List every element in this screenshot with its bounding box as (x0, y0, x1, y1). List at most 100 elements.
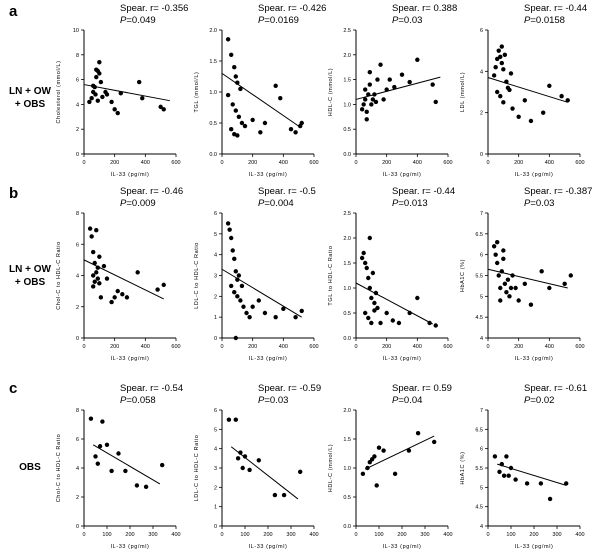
data-point (367, 82, 372, 87)
data-point (366, 315, 371, 321)
x-tick-label: 400 (279, 160, 288, 166)
data-point (541, 110, 546, 115)
data-point (91, 249, 96, 255)
data-point (504, 79, 509, 84)
data-point (256, 458, 261, 463)
x-tick-label: 600 (171, 160, 180, 166)
data-point (506, 473, 511, 478)
x-tick-label: 400 (443, 532, 452, 538)
x-axis-label: IL-33 (pg/ml) (383, 172, 422, 178)
x-axis-label: IL-33 (pg/ml) (111, 356, 150, 362)
data-point (508, 71, 514, 76)
x-tick-label: 0 (220, 532, 223, 538)
data-point (97, 71, 102, 76)
x-tick-label: 200 (382, 344, 391, 350)
data-point (230, 248, 235, 253)
data-point (239, 283, 245, 289)
data-point (492, 454, 498, 459)
y-axis-label: HbA1C (%) (460, 451, 466, 484)
x-axis-label: IL-33 (pg/ml) (249, 356, 288, 362)
x-axis-label: IL-33 (pg/ml) (515, 172, 554, 178)
y-tick-label: 6 (76, 242, 79, 248)
x-tick-label: 100 (240, 532, 249, 538)
y-tick-label: 4 (214, 447, 217, 453)
data-point (109, 299, 114, 305)
data-point (100, 419, 105, 424)
regression-line (221, 72, 299, 127)
regression-line (364, 435, 435, 470)
data-point (406, 448, 412, 453)
scatter-chart: Spear. r= -0.46P=0.009 0 2 4 6 8 0 200 400 600 IL-… (56, 186, 183, 362)
p-value: =0.02 (530, 395, 554, 406)
x-tick-label: 100 (374, 532, 383, 538)
data-point (501, 67, 506, 72)
x-tick-label: 0 (354, 160, 357, 166)
data-point (123, 468, 128, 474)
y-tick-label: 5 (480, 485, 483, 491)
data-point (392, 471, 398, 476)
data-point (100, 94, 105, 100)
chart-title: Spear. r= -0.54 (120, 383, 183, 394)
data-point (124, 295, 130, 300)
data-point (516, 298, 521, 303)
group-label-row-b: LN + OW + OBS (9, 264, 52, 288)
data-point (225, 221, 231, 226)
data-point (87, 99, 92, 105)
data-point (137, 79, 142, 85)
data-point (120, 292, 125, 297)
data-point (244, 310, 249, 316)
data-point (496, 48, 501, 53)
data-point (278, 96, 283, 101)
y-tick-label: 4 (480, 336, 483, 342)
x-axis-label: IL-33 (pg/ml) (383, 544, 422, 550)
data-point (140, 96, 145, 101)
data-point (101, 263, 107, 269)
data-point (233, 108, 238, 113)
p-symbol: P (258, 395, 265, 406)
data-point (89, 96, 94, 101)
data-point (522, 98, 527, 103)
data-point (229, 235, 234, 241)
data-point (240, 465, 245, 471)
y-axis-label: LDL (mmol/L) (460, 72, 466, 112)
data-point (364, 265, 369, 271)
x-tick-label: 200 (397, 532, 406, 538)
data-point (118, 91, 124, 96)
data-point (547, 83, 552, 89)
data-point (361, 250, 366, 256)
data-point (229, 52, 234, 57)
data-point (359, 107, 365, 112)
scatter-chart: Spear. r= -0.44P=0.0158 0 2 4 6 0 200 400 600 IL-… (460, 3, 587, 178)
data-point (508, 285, 514, 291)
x-tick-label: 0 (486, 160, 489, 166)
data-point (258, 130, 263, 135)
y-axis-label: HDL-C (mmol/L) (328, 444, 334, 492)
x-tick-label: 400 (413, 160, 422, 166)
y-tick-label: 4 (480, 524, 483, 530)
data-point (97, 444, 103, 449)
data-point (288, 127, 294, 132)
data-point (104, 442, 110, 447)
y-tick-label: 0 (480, 152, 483, 158)
x-tick-label: 0 (354, 344, 357, 350)
data-point (372, 92, 377, 97)
data-point (501, 100, 506, 105)
data-point (376, 445, 382, 450)
p-value-label: P=0.03 (392, 15, 422, 26)
data-point (564, 481, 569, 486)
data-point (367, 69, 372, 75)
x-tick-label: 600 (171, 344, 180, 350)
x-tick-label: 400 (279, 344, 288, 350)
y-tick-label: 8 (76, 408, 79, 414)
data-point (143, 484, 149, 490)
scatter-chart: Spear. r= 0.59P=0.04 0.0 0.5 1.0 1.5 2.0 0 100 2… (328, 383, 453, 550)
p-value: =0.0169 (264, 15, 299, 26)
p-value: =0.03 (264, 395, 288, 406)
data-point (241, 304, 246, 309)
data-point (516, 114, 521, 120)
data-point (513, 285, 518, 291)
data-point (499, 461, 504, 467)
p-value: =0.013 (398, 198, 427, 209)
x-tick-label: 400 (413, 344, 422, 350)
data-point (235, 294, 240, 299)
